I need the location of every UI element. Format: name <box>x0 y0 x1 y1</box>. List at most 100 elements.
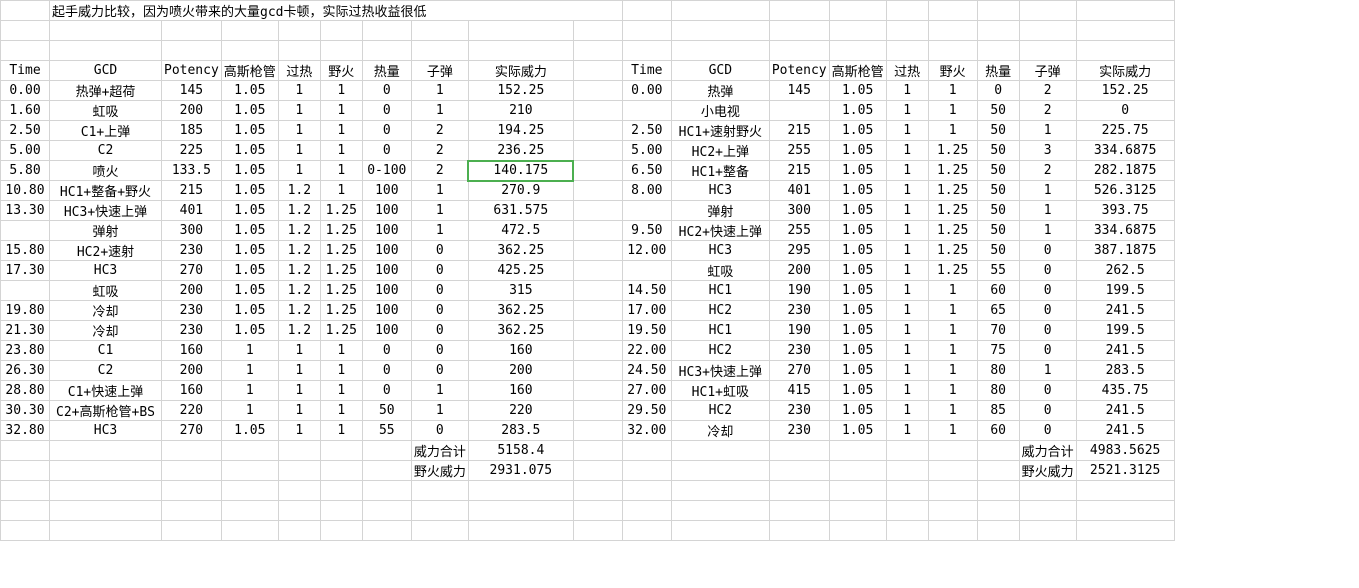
cell[interactable] <box>928 1 977 21</box>
cell[interactable] <box>829 461 886 481</box>
cell[interactable]: 199.5 <box>1076 321 1174 341</box>
cell[interactable] <box>278 481 320 501</box>
cell[interactable] <box>320 461 362 481</box>
cell[interactable]: 270 <box>162 421 222 441</box>
cell[interactable] <box>886 441 928 461</box>
cell[interactable]: 1.25 <box>928 221 977 241</box>
cell[interactable] <box>1019 501 1076 521</box>
cell[interactable]: 1 <box>886 201 928 221</box>
cell[interactable]: 282.1875 <box>1076 161 1174 181</box>
cell[interactable]: 100 <box>362 201 411 221</box>
cell[interactable] <box>162 461 222 481</box>
cell[interactable]: HC2 <box>671 401 769 421</box>
cell[interactable]: 270 <box>162 261 222 281</box>
cell[interactable] <box>573 341 622 361</box>
cell[interactable]: 133.5 <box>162 161 222 181</box>
cell[interactable]: 1.05 <box>221 281 278 301</box>
cell[interactable] <box>50 441 162 461</box>
cell[interactable]: 1 <box>886 301 928 321</box>
cell[interactable]: 1 <box>886 281 928 301</box>
cell[interactable]: 1 <box>278 101 320 121</box>
cell[interactable]: 100 <box>362 301 411 321</box>
cell[interactable] <box>468 501 573 521</box>
cell[interactable]: 1 <box>928 361 977 381</box>
cell[interactable] <box>362 501 411 521</box>
cell[interactable]: 236.25 <box>468 141 573 161</box>
cell[interactable]: 194.25 <box>468 121 573 141</box>
cell[interactable]: 283.5 <box>1076 361 1174 381</box>
cell[interactable]: 65 <box>977 301 1019 321</box>
cell[interactable]: 子弹 <box>1019 61 1076 81</box>
cell[interactable]: 0 <box>1019 421 1076 441</box>
cell[interactable]: 子弹 <box>411 61 468 81</box>
cell[interactable] <box>573 421 622 441</box>
cell[interactable]: 1.05 <box>829 321 886 341</box>
cell[interactable] <box>278 521 320 541</box>
cell[interactable]: 0 <box>362 121 411 141</box>
cell[interactable]: 0 <box>411 281 468 301</box>
cell[interactable]: 虹吸 <box>50 101 162 121</box>
cell[interactable]: 0 <box>362 381 411 401</box>
cell[interactable]: 1 <box>278 361 320 381</box>
cell[interactable] <box>573 221 622 241</box>
cell[interactable]: 362.25 <box>468 241 573 261</box>
cell[interactable]: 1.05 <box>829 221 886 241</box>
cell[interactable]: 1 <box>278 381 320 401</box>
cell[interactable]: C2+高斯枪管+BS <box>50 401 162 421</box>
cell[interactable]: 160 <box>468 341 573 361</box>
cell[interactable]: C2 <box>50 141 162 161</box>
cell[interactable] <box>468 521 573 541</box>
cell[interactable]: 1 <box>320 121 362 141</box>
cell[interactable]: HC2+上弹 <box>671 141 769 161</box>
cell[interactable] <box>278 441 320 461</box>
cell[interactable]: 1 <box>411 401 468 421</box>
cell[interactable] <box>278 501 320 521</box>
cell[interactable] <box>50 481 162 501</box>
cell[interactable]: 220 <box>162 401 222 421</box>
cell[interactable]: 435.75 <box>1076 381 1174 401</box>
cell[interactable] <box>362 461 411 481</box>
cell[interactable]: 1 <box>411 201 468 221</box>
cell[interactable]: 1.25 <box>928 241 977 261</box>
cell[interactable]: 1.25 <box>928 181 977 201</box>
cell[interactable] <box>1019 41 1076 61</box>
cell[interactable] <box>622 101 671 121</box>
cell[interactable]: 1 <box>1019 201 1076 221</box>
cell[interactable]: 200 <box>162 281 222 301</box>
cell[interactable]: 1.2 <box>278 181 320 201</box>
spreadsheet-grid[interactable]: 起手威力比较，因为喷火带来的大量gcd卡顿，实际过热收益很低TimeGCDPot… <box>0 0 1175 541</box>
cell[interactable]: 1 <box>320 421 362 441</box>
cell[interactable] <box>977 1 1019 21</box>
cell[interactable]: 1 <box>411 221 468 241</box>
cell[interactable] <box>671 521 769 541</box>
cell[interactable] <box>977 441 1019 461</box>
cell[interactable]: 262.5 <box>1076 261 1174 281</box>
cell[interactable]: 425.25 <box>468 261 573 281</box>
cell[interactable]: 401 <box>769 181 829 201</box>
cell[interactable]: 145 <box>769 81 829 101</box>
cell[interactable]: 1.05 <box>829 361 886 381</box>
cell[interactable] <box>573 201 622 221</box>
cell[interactable]: 1 <box>278 341 320 361</box>
cell[interactable]: 1 <box>320 81 362 101</box>
cell[interactable]: C1+快速上弹 <box>50 381 162 401</box>
cell[interactable] <box>886 501 928 521</box>
cell[interactable]: 199.5 <box>1076 281 1174 301</box>
cell[interactable]: 21.30 <box>1 321 50 341</box>
cell[interactable] <box>829 481 886 501</box>
cell[interactable] <box>1076 41 1174 61</box>
cell[interactable]: 0 <box>977 81 1019 101</box>
cell[interactable] <box>928 481 977 501</box>
cell[interactable]: 1 <box>221 401 278 421</box>
cell[interactable]: 100 <box>362 261 411 281</box>
cell[interactable]: 0 <box>362 341 411 361</box>
cell[interactable]: 6.50 <box>622 161 671 181</box>
cell[interactable]: 1 <box>928 281 977 301</box>
cell[interactable]: 160 <box>162 381 222 401</box>
cell[interactable]: 1.25 <box>320 241 362 261</box>
cell[interactable]: 1.25 <box>320 321 362 341</box>
cell[interactable]: 60 <box>977 421 1019 441</box>
cell[interactable]: 17.30 <box>1 261 50 281</box>
cell[interactable]: Time <box>622 61 671 81</box>
cell[interactable]: 9.50 <box>622 221 671 241</box>
